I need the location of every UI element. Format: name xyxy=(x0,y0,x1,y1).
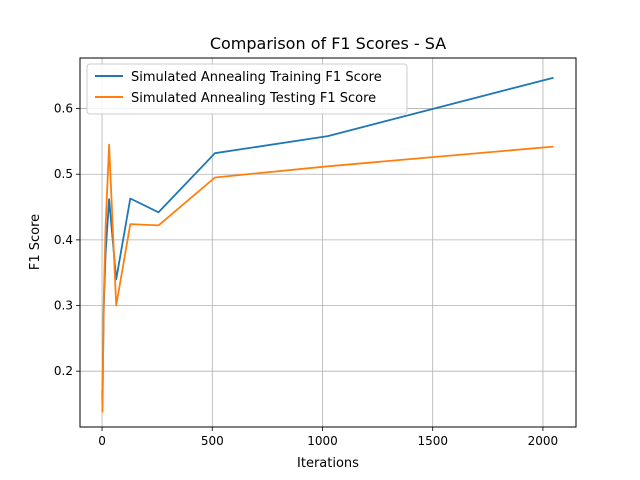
series-lines xyxy=(101,76,554,413)
plot-frame xyxy=(79,57,577,428)
x-tick-label: 1500 xyxy=(417,434,448,448)
y-tick-label: 0.6 xyxy=(54,102,73,116)
y-tick-label: 0.2 xyxy=(54,364,73,378)
legend-label-training: Simulated Annealing Training F1 Score xyxy=(131,70,382,85)
testing-f1-line xyxy=(101,143,554,413)
y-tick-label: 0.4 xyxy=(54,233,73,247)
x-tick-label: 1000 xyxy=(307,434,338,448)
axis-ticks: 0 500 1000 1500 2000 0.2 0.3 0.4 0.5 0.6 xyxy=(54,102,558,448)
y-tick-label: 0.3 xyxy=(54,299,73,313)
chart-title: Comparison of F1 Scores - SA xyxy=(210,34,446,53)
y-axis-label: F1 Score xyxy=(28,214,43,270)
legend-label-testing: Simulated Annealing Testing F1 Score xyxy=(131,91,376,106)
x-tick-label: 500 xyxy=(201,434,224,448)
x-tick-label: 0 xyxy=(98,434,106,448)
y-tick-label: 0.5 xyxy=(54,167,73,181)
x-axis-label: Iterations xyxy=(297,456,359,471)
legend: Simulated Annealing Training F1 Score Si… xyxy=(86,63,408,115)
x-tick-label: 2000 xyxy=(528,434,559,448)
legend-box xyxy=(86,63,408,115)
